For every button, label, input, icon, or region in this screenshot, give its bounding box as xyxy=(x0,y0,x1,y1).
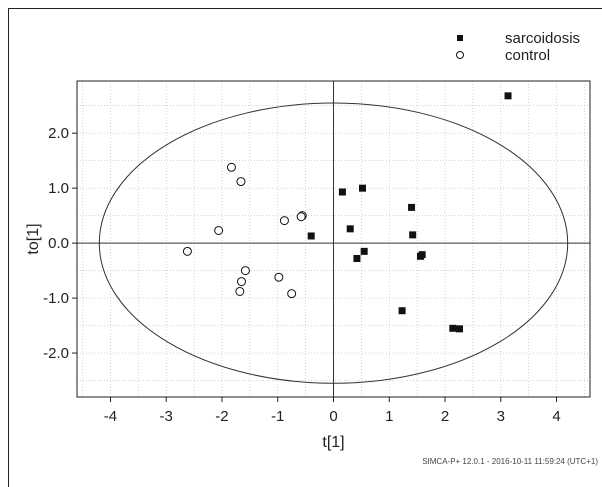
legend-label-sarcoidosis: sarcoidosis xyxy=(505,30,580,47)
point-sarcoidosis xyxy=(398,307,406,315)
y-tick-label: -1.0 xyxy=(43,290,69,307)
x-tick-label: -3 xyxy=(160,408,173,425)
figure-frame xyxy=(8,8,602,487)
y-tick-label: 0.0 xyxy=(48,235,69,252)
point-control xyxy=(182,246,192,256)
x-tick-label: 3 xyxy=(497,408,505,425)
point-control xyxy=(240,266,250,276)
point-sarcoidosis xyxy=(360,247,368,255)
point-sarcoidosis xyxy=(409,231,417,239)
data-points xyxy=(182,92,512,333)
y-tick-label: 1.0 xyxy=(48,180,69,197)
y-tick-label: 2.0 xyxy=(48,125,69,142)
point-sarcoidosis xyxy=(353,255,361,263)
zero-lines xyxy=(77,81,590,397)
point-sarcoidosis xyxy=(358,184,366,192)
point-sarcoidosis xyxy=(449,324,457,332)
point-control xyxy=(287,289,297,299)
footer-caption: SIMCA-P+ 12.0.1 - 2016-10-11 11:59:24 (U… xyxy=(422,457,598,466)
confidence-ellipse xyxy=(98,102,569,384)
y-tick-label: -2.0 xyxy=(43,345,69,362)
x-tick-label: 4 xyxy=(552,408,560,425)
legend-marker-sarcoidosis xyxy=(457,35,463,41)
x-tick-label: -4 xyxy=(104,408,117,425)
x-tick-label: 0 xyxy=(329,408,337,425)
point-control xyxy=(274,272,284,282)
point-control xyxy=(236,277,246,287)
point-control xyxy=(279,216,289,226)
point-control xyxy=(236,177,246,187)
legend: sarcoidosis control xyxy=(456,30,580,64)
point-control xyxy=(226,162,236,172)
point-control xyxy=(296,212,306,222)
point-sarcoidosis xyxy=(338,188,346,196)
y-axis-title: to[1] xyxy=(25,223,42,254)
point-sarcoidosis xyxy=(307,232,315,240)
legend-marker-control xyxy=(456,51,464,59)
point-sarcoidosis xyxy=(408,203,416,211)
x-axis-title: t[1] xyxy=(322,434,344,451)
point-sarcoidosis xyxy=(418,251,426,259)
x-tick-label: 2 xyxy=(441,408,449,425)
x-tick-label: 1 xyxy=(385,408,393,425)
point-sarcoidosis xyxy=(346,225,354,233)
point-control xyxy=(235,286,245,296)
axis-ticks: -4 -3 -2 -1 0 1 2 3 4 -2.0 -1.0 0.0 1.0 2.0 xyxy=(43,125,561,425)
x-tick-label: -2 xyxy=(215,408,228,425)
point-sarcoidosis xyxy=(456,325,464,333)
legend-label-control: control xyxy=(505,47,550,64)
point-sarcoidosis xyxy=(504,92,512,100)
x-tick-label: -1 xyxy=(271,408,284,425)
point-control xyxy=(214,225,224,235)
